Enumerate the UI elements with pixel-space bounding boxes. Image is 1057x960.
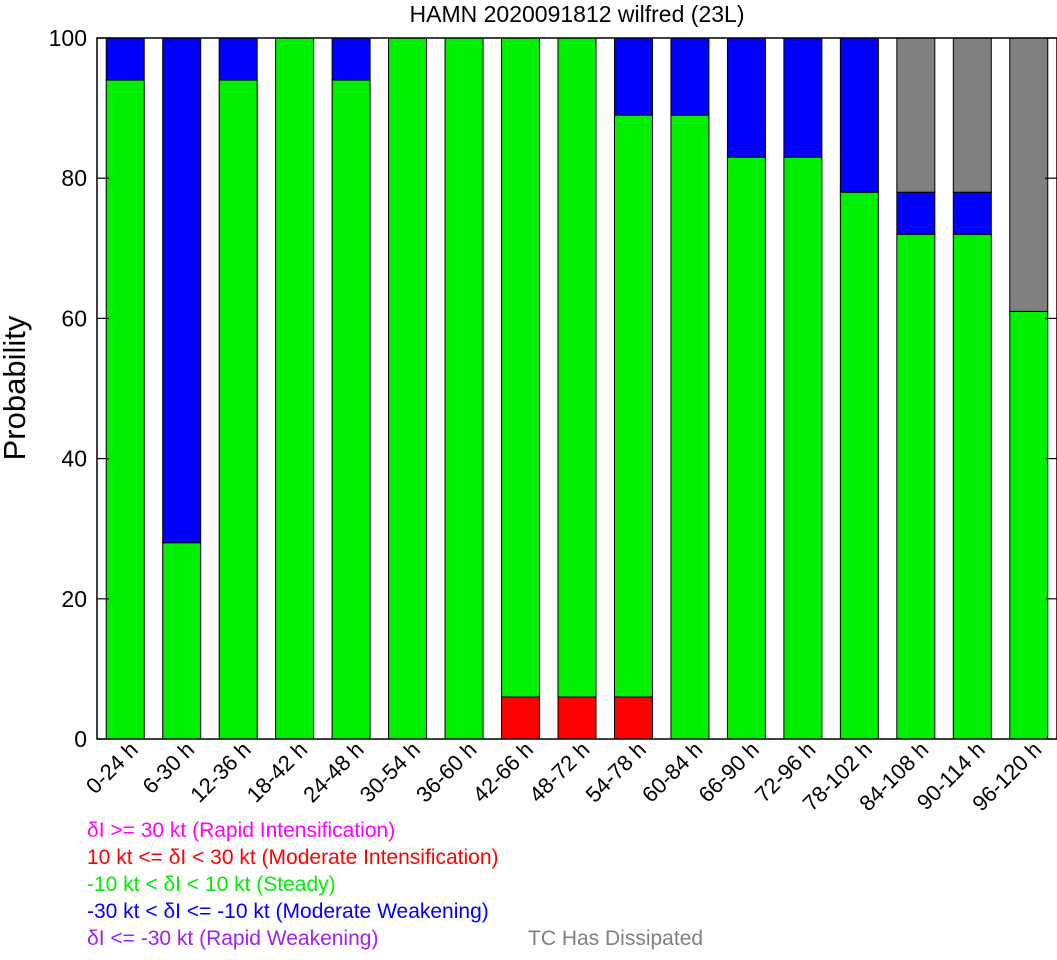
- y-axis-label: Probability: [0, 315, 32, 460]
- legend-entry: δI <= -30 kt (Rapid Weakening): [87, 927, 379, 950]
- bar-segment: [218, 37, 258, 81]
- bar-segment: [896, 233, 936, 740]
- bar-segment: [613, 696, 653, 740]
- y-tick-label: 60: [61, 305, 87, 331]
- x-tick-label: 42-66 h: [468, 737, 538, 807]
- bar-segment: [501, 696, 541, 740]
- x-tick-label: 66-90 h: [694, 737, 764, 807]
- bar-segment: [388, 37, 428, 740]
- x-tick-label: 12-36 h: [185, 737, 255, 807]
- bar-segment: [557, 37, 597, 698]
- bars-layer: [105, 37, 1049, 740]
- chart-title: HAMN 2020091812 wilfred (23L): [410, 1, 745, 27]
- bar-segment: [952, 233, 992, 740]
- bar-segment: [896, 191, 936, 235]
- bar-segment: [105, 37, 145, 81]
- x-tick-label: 18-42 h: [242, 737, 312, 807]
- bar-segment: [331, 79, 371, 740]
- x-tick-label: 60-84 h: [637, 737, 707, 807]
- legend-entry: TC Has Dissipated: [528, 927, 704, 950]
- legend-entry: -30 kt < δI <= -10 kt (Moderate Weakenin…: [87, 900, 489, 923]
- bar-segment: [952, 191, 992, 235]
- bar-segment: [783, 156, 823, 740]
- x-tick-label: 48-72 h: [524, 737, 594, 807]
- bar-segment: [783, 37, 823, 158]
- bar-segment: [1009, 310, 1049, 740]
- legend-entry: -10 kt < δI < 10 kt (Steady): [87, 873, 336, 896]
- y-tick-label: 0: [74, 726, 87, 752]
- x-tick-label: 30-54 h: [355, 737, 425, 807]
- bar-segment: [162, 37, 202, 544]
- legend-entry: 10 kt <= δI < 30 kt (Moderate Intensific…: [87, 846, 499, 869]
- bar-segment: [444, 37, 484, 740]
- bar-segment: [1009, 37, 1049, 312]
- bar-segment: [331, 37, 371, 81]
- bar-segment: [670, 37, 710, 116]
- y-tick-label: 40: [61, 446, 87, 472]
- bar-segment: [726, 37, 766, 158]
- bar-segment: [105, 79, 145, 740]
- bar-segment: [952, 37, 992, 193]
- x-tick-label: 54-78 h: [581, 737, 651, 807]
- bar-segment: [501, 37, 541, 698]
- bar-segment: [162, 542, 202, 740]
- bar-segment: [613, 114, 653, 698]
- bar-segment: [218, 79, 258, 740]
- bar-segment: [557, 696, 597, 740]
- bar-segment: [896, 37, 936, 193]
- bar-segment: [275, 37, 315, 740]
- x-tick-label: 36-60 h: [411, 737, 481, 807]
- bar-segment: [670, 114, 710, 740]
- x-tick-label: 24-48 h: [298, 737, 368, 807]
- y-tick-label: 20: [61, 586, 87, 612]
- x-tick-label: 0-24 h: [81, 737, 143, 799]
- bar-segment: [613, 37, 653, 116]
- bar-segment: [839, 37, 879, 193]
- y-tick-label: 80: [61, 165, 87, 191]
- plot-frame: [96, 37, 1057, 740]
- bar-segment: [839, 191, 879, 740]
- bar-segment: [726, 156, 766, 740]
- y-tick-label: 100: [49, 25, 87, 51]
- legend-entry: δI >= 30 kt (Rapid Intensification): [87, 819, 396, 842]
